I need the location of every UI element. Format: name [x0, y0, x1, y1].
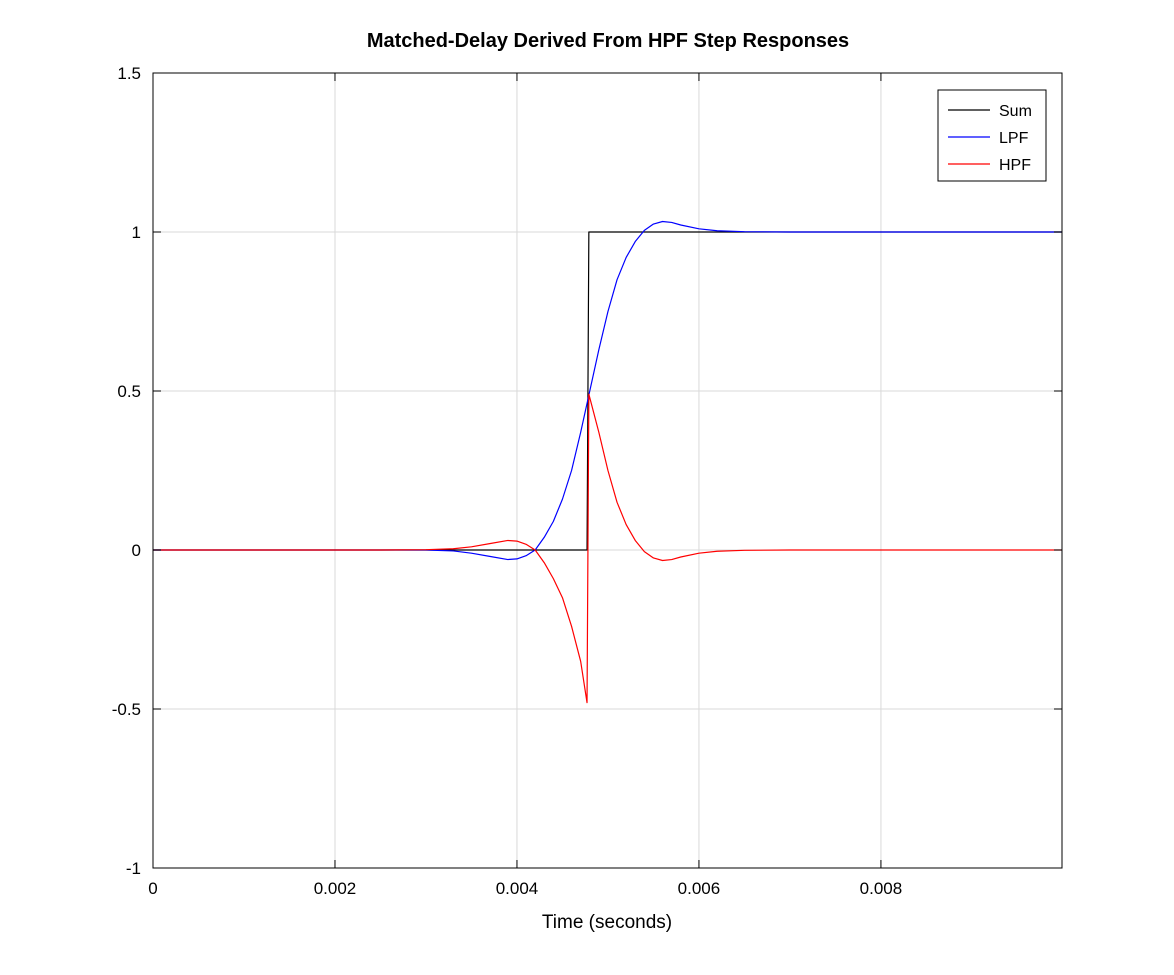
- y-tick-labels: -1 -0.5 0 0.5 1 1.5: [112, 64, 141, 878]
- x-tick-label: 0.008: [860, 879, 903, 898]
- chart-title: Matched-Delay Derived From HPF Step Resp…: [367, 30, 849, 52]
- x-tick-labels: 0 0.002 0.004 0.006 0.008: [148, 879, 902, 898]
- legend-label-sum: Sum: [999, 103, 1032, 120]
- legend-box: [937, 89, 1047, 182]
- x-tick-label: 0.004: [496, 879, 539, 898]
- y-tick-label: 0: [132, 541, 141, 560]
- series-line-hpf: [153, 393, 1062, 704]
- series-line-lpf: [153, 220, 1062, 561]
- x-axis-label: Time (seconds): [542, 912, 672, 933]
- y-tick-label: 1: [132, 223, 141, 242]
- y-tick-label: -1: [126, 859, 141, 878]
- series-lines: [153, 220, 1062, 704]
- legend: Sum LPF HPF: [937, 89, 1047, 182]
- legend-items: Sum LPF HPF: [948, 103, 1032, 174]
- y-tick-label: 0.5: [117, 382, 141, 401]
- legend-label-hpf: HPF: [999, 157, 1031, 174]
- plot-area: 0 0.002 0.004 0.006 0.008 -1 -0.5 0 0.5 1 1.5: [112, 64, 1063, 898]
- legend-label-lpf: LPF: [999, 130, 1029, 147]
- x-tick-label: 0: [148, 879, 157, 898]
- y-tick-label: -0.5: [112, 700, 141, 719]
- x-tick-label: 0.002: [314, 879, 357, 898]
- axes-frame: [152, 72, 1063, 869]
- x-tick-label: 0.006: [678, 879, 721, 898]
- y-tick-label: 1.5: [117, 64, 141, 83]
- tick-marks: [152, 72, 1062, 869]
